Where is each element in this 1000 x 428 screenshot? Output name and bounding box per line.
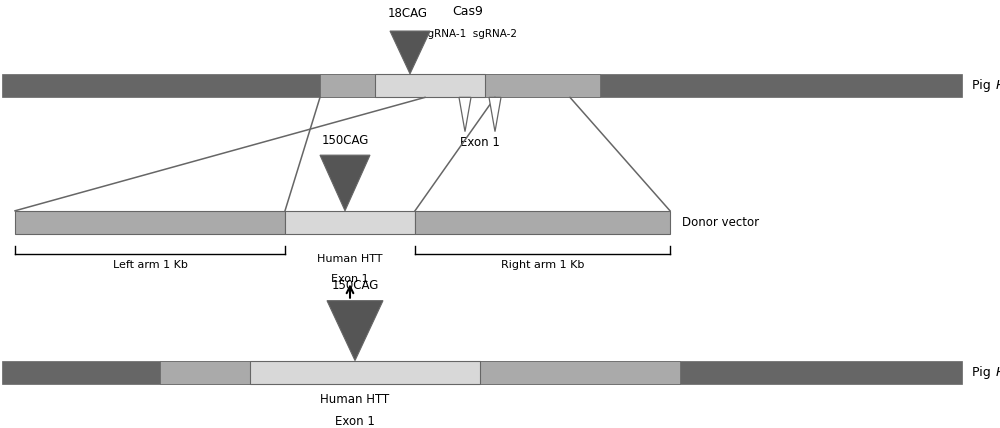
Text: Cas9: Cas9 xyxy=(452,5,483,18)
Polygon shape xyxy=(320,155,370,211)
Text: Pig: Pig xyxy=(972,79,995,92)
Bar xyxy=(2,360,962,384)
Text: $\it{HTT}$: $\it{HTT}$ xyxy=(995,79,1000,92)
Text: Human HTT: Human HTT xyxy=(320,393,390,406)
Text: 18CAG: 18CAG xyxy=(388,7,428,20)
Polygon shape xyxy=(489,97,501,132)
Bar xyxy=(285,211,415,235)
Polygon shape xyxy=(459,97,471,132)
Text: $\it{HTT}$: $\it{HTT}$ xyxy=(995,366,1000,379)
Text: 150CAG: 150CAG xyxy=(331,279,379,292)
Text: Pig: Pig xyxy=(972,366,995,379)
Text: Donor vector: Donor vector xyxy=(682,216,759,229)
Polygon shape xyxy=(327,300,383,360)
Bar xyxy=(15,211,285,235)
Text: Left arm 1 Kb: Left arm 1 Kb xyxy=(113,260,187,270)
Polygon shape xyxy=(390,31,430,74)
Bar xyxy=(375,74,485,97)
Text: Human HTT: Human HTT xyxy=(317,253,383,264)
Bar xyxy=(250,360,480,384)
Text: Right arm 1 Kb: Right arm 1 Kb xyxy=(501,260,584,270)
Bar xyxy=(320,74,600,97)
Text: Exon 1: Exon 1 xyxy=(331,274,369,284)
Text: Exon 1: Exon 1 xyxy=(460,136,500,149)
Bar xyxy=(2,74,962,97)
Text: 150CAG: 150CAG xyxy=(321,134,369,147)
Bar xyxy=(160,360,680,384)
Bar xyxy=(415,211,670,235)
Text: Exon 1: Exon 1 xyxy=(335,415,375,428)
Text: sgRNA-1  sgRNA-2: sgRNA-1 sgRNA-2 xyxy=(422,29,517,39)
